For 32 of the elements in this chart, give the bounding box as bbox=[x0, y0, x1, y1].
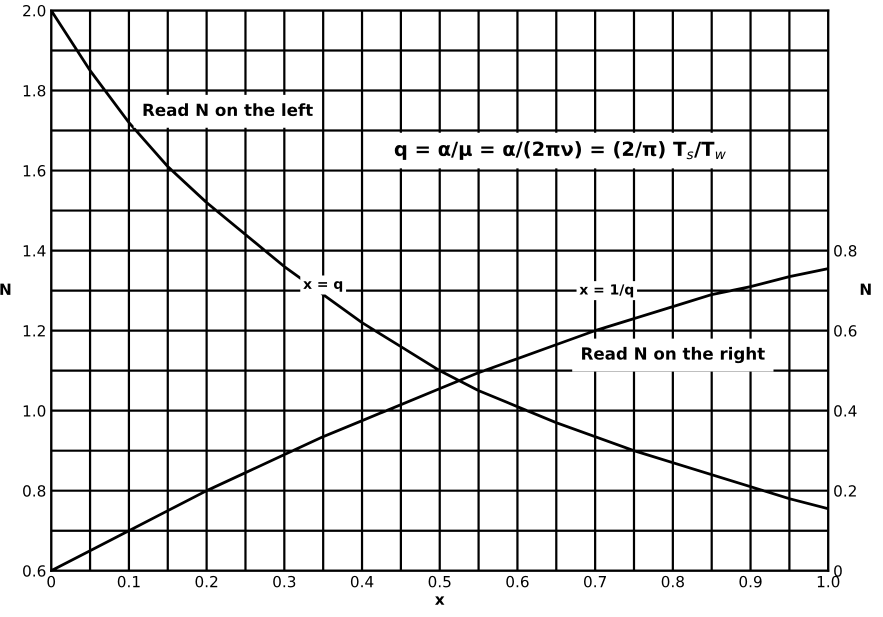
x-tick-label: 0 bbox=[47, 576, 56, 588]
x-tick-label: 0.1 bbox=[118, 576, 140, 588]
annotation: Read N on the left bbox=[144, 103, 313, 116]
y2-tick-label: 0.2 bbox=[834, 485, 856, 497]
y-tick-label: 1.4 bbox=[24, 245, 46, 256]
y-tick-label: 1.2 bbox=[24, 325, 45, 336]
x-tick-label: 0.2 bbox=[195, 576, 218, 588]
x-tick-label: 0.4 bbox=[350, 576, 374, 588]
y-tick-label: 2.0 bbox=[23, 4, 46, 17]
y2-tick-label: 0.4 bbox=[834, 405, 857, 417]
series-label: x = q bbox=[303, 281, 342, 292]
x-axis-title: x bbox=[435, 596, 444, 605]
x-tick-label: 0.8 bbox=[662, 576, 684, 588]
x-tick-label: 0.9 bbox=[739, 576, 762, 588]
x-tick-label: 0.6 bbox=[506, 576, 529, 588]
y-axis-title: N bbox=[0, 284, 10, 295]
x-tick-label: 0.7 bbox=[584, 576, 606, 588]
y-tick-label: 0.6 bbox=[23, 565, 46, 577]
y-tick-label: 1.0 bbox=[24, 405, 46, 417]
x-tick-label: 0.5 bbox=[428, 576, 451, 588]
y2-tick-label: 0.8 bbox=[834, 245, 856, 257]
series-label: x = 1/q bbox=[580, 284, 634, 298]
y-tick-label: 1.6 bbox=[24, 165, 46, 177]
y-tick-label: 0.8 bbox=[23, 485, 46, 497]
x-tick-label: 0.3 bbox=[273, 576, 296, 588]
y2-axis-title: N bbox=[860, 284, 871, 295]
annotation: Read N on the right bbox=[582, 346, 765, 364]
annotation: q = α/μ = α/(2πν) = (2/π) T$_{s}$/T$_{w}$ bbox=[394, 141, 726, 160]
y2-tick-label: 0 bbox=[834, 565, 842, 577]
y-tick-label: 1.8 bbox=[24, 84, 46, 97]
x-tick-label: 1.0 bbox=[818, 576, 840, 588]
y2-tick-label: 0.6 bbox=[834, 325, 856, 337]
